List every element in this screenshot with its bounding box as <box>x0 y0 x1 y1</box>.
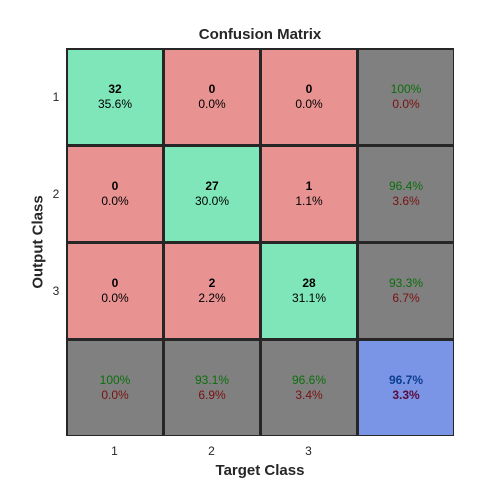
column-correct-percent: 100% <box>99 373 131 387</box>
y-tick-label: 2 <box>52 186 60 201</box>
row-error-percent: 3.6% <box>392 194 420 208</box>
matrix-cell-1-3: 0 0.0% <box>262 50 356 144</box>
column-summary-cell-1: 100% 0.0% <box>68 341 162 435</box>
cell-percent: 1.1% <box>295 194 323 208</box>
cell-count: 32 <box>108 82 122 96</box>
matrix-cell-1-2: 0 0.0% <box>165 50 259 144</box>
x-axis-label: Target Class <box>215 462 305 479</box>
cell-percent: 31.1% <box>291 291 327 305</box>
cell-count: 2 <box>208 276 216 290</box>
matrix-cell-2-3: 1 1.1% <box>262 147 356 241</box>
column-summary-cell-3: 96.6% 3.4% <box>262 341 356 435</box>
cell-percent: 35.6% <box>97 97 133 111</box>
y-tick-label: 3 <box>52 283 60 298</box>
matrix-cell-2-1: 0 0.0% <box>68 147 162 241</box>
column-error-percent: 3.4% <box>295 388 323 402</box>
cell-count: 27 <box>205 179 219 193</box>
chart-title: Confusion Matrix <box>198 26 322 43</box>
overall-accuracy-cell: 96.7% 3.3% <box>359 341 453 435</box>
row-summary-cell-3: 93.3% 6.7% <box>359 244 453 338</box>
cell-percent: 30.0% <box>194 194 230 208</box>
y-axis-label: Output Class <box>29 195 47 289</box>
cell-percent: 0.0% <box>101 291 129 305</box>
overall-error-percent: 3.3% <box>392 388 420 402</box>
cell-percent: 0.0% <box>198 97 226 111</box>
row-error-percent: 0.0% <box>392 97 420 111</box>
row-correct-percent: 96.4% <box>388 179 424 193</box>
cell-percent: 0.0% <box>101 194 129 208</box>
row-correct-percent: 100% <box>390 82 422 96</box>
x-tick-label: 2 <box>208 444 215 458</box>
cell-count: 0 <box>111 276 119 290</box>
matrix-cell-3-1: 0 0.0% <box>68 244 162 338</box>
matrix-cell-3-2: 2 2.2% <box>165 244 259 338</box>
matrix-cell-1-1: 32 35.6% <box>68 50 162 144</box>
cell-percent: 2.2% <box>198 291 226 305</box>
row-correct-percent: 93.3% <box>388 276 424 290</box>
row-summary-cell-2: 96.4% 3.6% <box>359 147 453 241</box>
y-tick-label: 1 <box>52 89 60 104</box>
column-correct-percent: 93.1% <box>194 373 230 387</box>
overall-correct-percent: 96.7% <box>388 373 424 387</box>
cell-count: 0 <box>305 82 313 96</box>
x-tick-label: 1 <box>111 444 118 458</box>
matrix-cell-3-3: 28 31.1% <box>262 244 356 338</box>
column-summary-cell-2: 93.1% 6.9% <box>165 341 259 435</box>
column-error-percent: 0.0% <box>101 388 129 402</box>
cell-count: 0 <box>208 82 216 96</box>
cell-percent: 0.0% <box>295 97 323 111</box>
cell-count: 28 <box>302 276 316 290</box>
cell-count: 1 <box>305 179 313 193</box>
cell-count: 0 <box>111 179 119 193</box>
matrix-grid: 32 35.6% 0 0.0% 0 0.0% 100% 0.0% 0 0.0% 27 30.0% 1 1.… <box>66 48 454 436</box>
column-correct-percent: 96.6% <box>291 373 327 387</box>
row-summary-cell-1: 100% 0.0% <box>359 50 453 144</box>
row-error-percent: 6.7% <box>392 291 420 305</box>
matrix-cell-2-2: 27 30.0% <box>165 147 259 241</box>
x-tick-label: 3 <box>305 444 312 458</box>
column-error-percent: 6.9% <box>198 388 226 402</box>
